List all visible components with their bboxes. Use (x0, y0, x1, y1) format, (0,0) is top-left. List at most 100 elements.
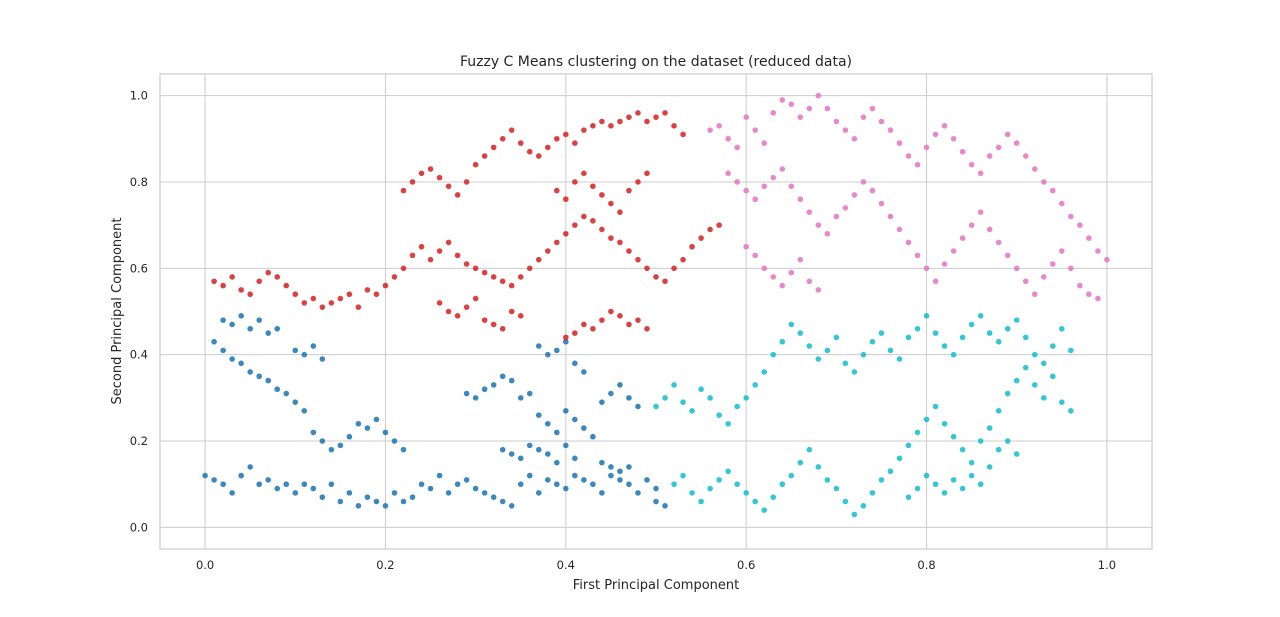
data-point (544, 351, 551, 358)
data-point (256, 481, 263, 488)
data-point (526, 148, 533, 155)
data-point (563, 131, 569, 138)
data-point (671, 382, 677, 388)
data-point (499, 373, 506, 380)
data-point (535, 412, 542, 418)
data-point (977, 481, 984, 488)
data-point (581, 213, 587, 220)
data-point (590, 183, 596, 190)
data-point (1077, 222, 1083, 228)
data-point (229, 321, 235, 328)
data-point (517, 313, 524, 319)
data-point (842, 205, 849, 211)
data-point (626, 395, 632, 401)
data-point (590, 325, 596, 332)
data-point (725, 468, 731, 475)
data-point (274, 325, 281, 332)
data-point (554, 239, 560, 246)
data-point (788, 321, 795, 328)
data-point (671, 481, 677, 488)
data-point (337, 442, 344, 449)
data-point (563, 485, 569, 492)
data-point (644, 477, 650, 483)
data-point (454, 252, 461, 259)
data-point (256, 278, 263, 285)
data-point (1013, 451, 1020, 457)
grid-layer (160, 74, 1152, 549)
data-point (1022, 278, 1029, 285)
x-tick-label: 0.4 (557, 558, 575, 572)
data-point (959, 446, 966, 453)
data-point (914, 485, 921, 492)
data-point (499, 325, 506, 332)
data-point (725, 170, 731, 177)
data-point (1077, 282, 1083, 289)
data-point (563, 408, 569, 414)
data-point (563, 230, 569, 237)
data-point (1086, 235, 1092, 241)
data-point (716, 412, 722, 418)
data-point (427, 166, 434, 172)
data-point (599, 118, 605, 125)
data-point (256, 317, 263, 323)
data-point (1022, 334, 1029, 341)
data-point (220, 317, 226, 323)
data-point (319, 304, 326, 310)
data-point (986, 226, 993, 233)
data-point (535, 490, 542, 496)
data-point (662, 503, 668, 509)
data-point (932, 131, 939, 138)
data-point (626, 248, 632, 254)
data-point (373, 416, 380, 423)
data-point (1050, 187, 1056, 194)
data-point (995, 408, 1002, 414)
data-point (572, 222, 578, 228)
data-point (905, 239, 912, 246)
data-point (599, 490, 605, 496)
data-point (382, 503, 389, 509)
data-point (653, 403, 659, 410)
x-tick-label: 0.2 (376, 558, 394, 572)
data-point (265, 330, 272, 336)
data-point (815, 464, 822, 470)
data-point (626, 114, 632, 120)
data-point (815, 92, 822, 99)
data-point (905, 334, 912, 341)
data-point (635, 403, 641, 410)
data-point (806, 446, 813, 453)
data-point (626, 481, 632, 488)
data-point (869, 105, 876, 112)
data-point (986, 425, 993, 431)
data-point (851, 192, 858, 198)
data-point (923, 265, 930, 272)
data-point (409, 494, 416, 500)
data-point (517, 455, 524, 462)
data-point (247, 369, 253, 375)
data-point (229, 274, 235, 280)
data-point (869, 490, 876, 496)
data-point (418, 481, 425, 488)
data-point (427, 485, 434, 492)
data-point (364, 494, 371, 500)
data-point (572, 330, 578, 336)
data-point (743, 114, 749, 120)
data-point (743, 395, 749, 401)
data-point (382, 282, 389, 289)
data-point (815, 287, 822, 293)
data-point (283, 282, 290, 289)
data-point (544, 248, 551, 254)
data-point (463, 477, 470, 483)
data-point (932, 481, 939, 488)
data-point (707, 485, 713, 492)
data-point (517, 274, 524, 280)
data-point (1059, 399, 1065, 405)
data-point (454, 192, 461, 198)
data-point (617, 477, 623, 483)
data-point (535, 153, 542, 159)
data-point (472, 485, 479, 492)
y-tick-label: 0.8 (130, 175, 148, 189)
data-point (445, 308, 452, 315)
data-point (283, 481, 290, 488)
data-point (698, 498, 704, 505)
